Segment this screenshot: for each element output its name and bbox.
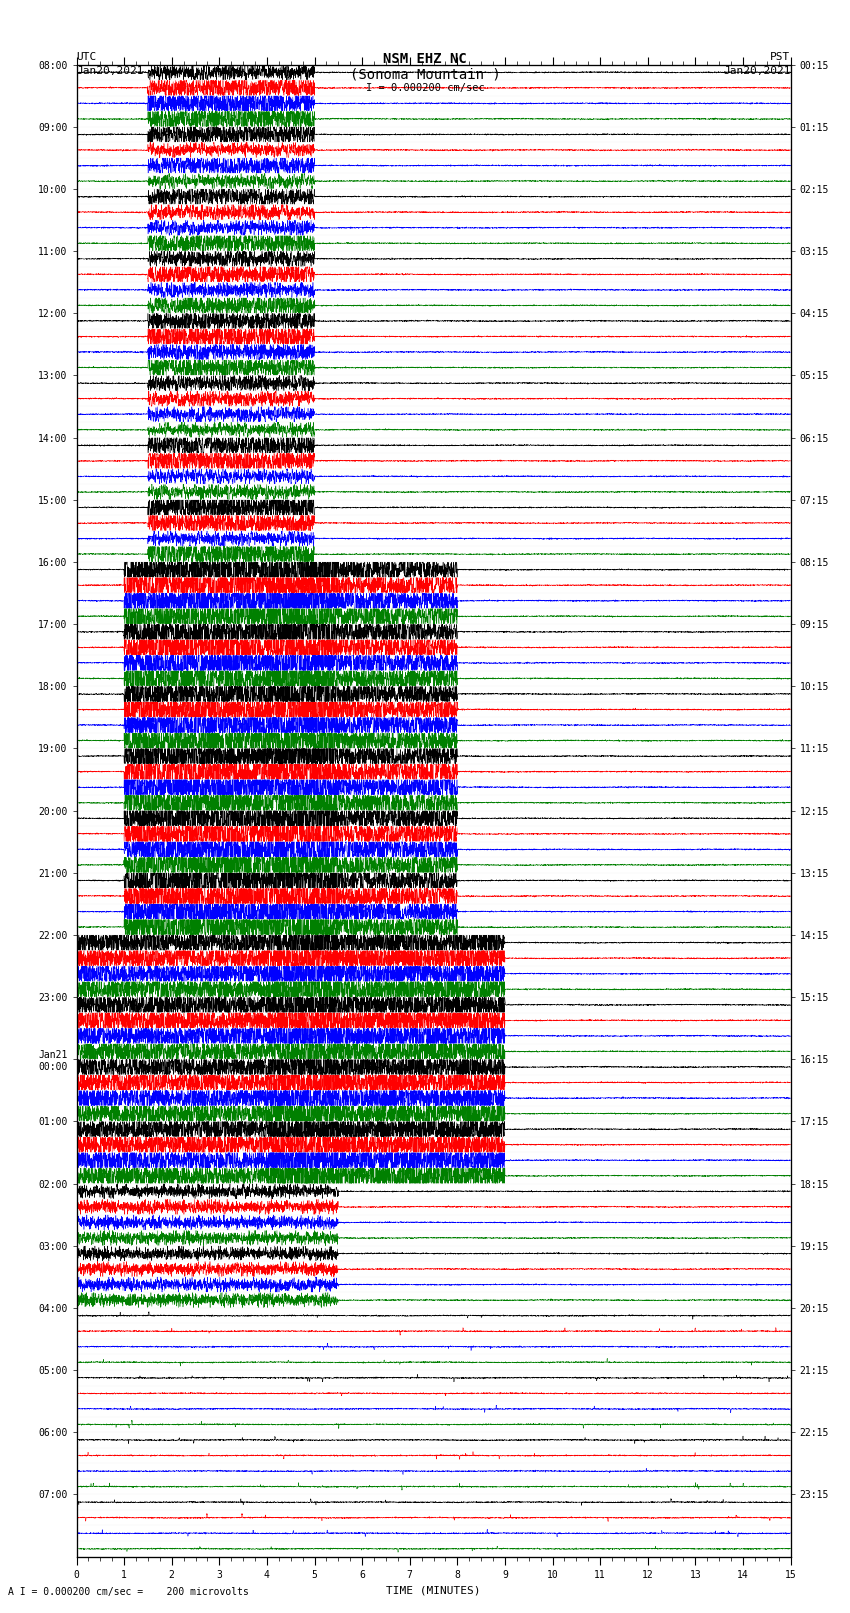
Text: PST: PST: [770, 52, 790, 61]
X-axis label: TIME (MINUTES): TIME (MINUTES): [386, 1586, 481, 1595]
Text: I = 0.000200 cm/sec: I = 0.000200 cm/sec: [366, 84, 484, 94]
Text: UTC: UTC: [76, 52, 97, 61]
Text: (Sonoma Mountain ): (Sonoma Mountain ): [349, 68, 501, 82]
Text: Jan20,2021: Jan20,2021: [76, 66, 144, 76]
Text: Jan20,2021: Jan20,2021: [723, 66, 791, 76]
Text: NSM EHZ NC: NSM EHZ NC: [383, 52, 467, 66]
Text: A I = 0.000200 cm/sec =    200 microvolts: A I = 0.000200 cm/sec = 200 microvolts: [8, 1587, 249, 1597]
